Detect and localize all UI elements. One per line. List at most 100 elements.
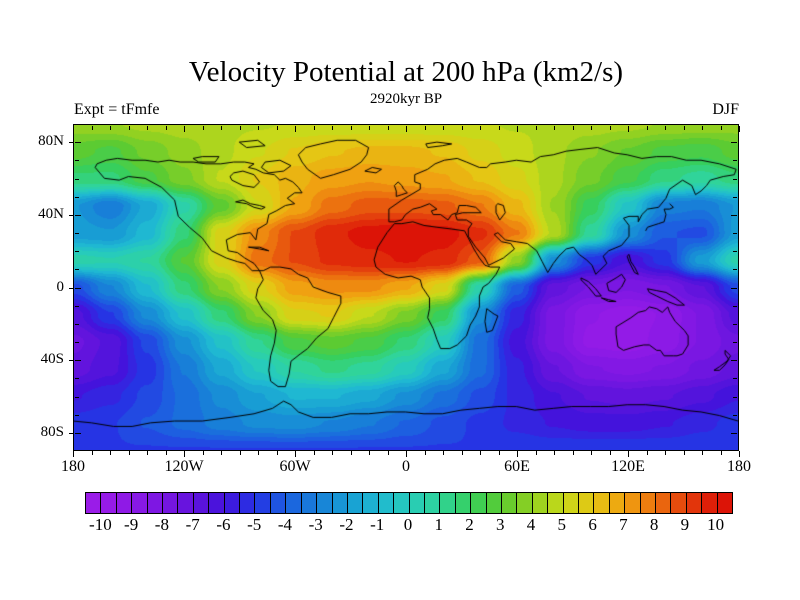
colorbar-tick-label: 9 [680,515,690,534]
tick-mark [369,451,370,455]
tick-mark [535,126,537,130]
colorbar-cell [655,493,671,513]
tick-mark [498,126,500,130]
tick-mark [165,126,167,130]
tick-mark [733,414,737,416]
tick-mark [554,451,555,455]
tick-mark [733,305,737,307]
experiment-label: Expt = tFmfe [74,101,160,118]
colorbar-tick-label: 7 [619,515,628,534]
colorbar-tick-label: 4 [526,515,536,534]
colorbar-cell [100,493,116,513]
tick-mark [480,451,481,455]
tick-mark [69,360,73,362]
plot-subtitle: 2920kyr BP [369,91,443,107]
lat-tick-label: 80S [40,423,64,440]
tick-mark [665,451,666,455]
tick-mark [733,396,737,398]
tick-mark [424,126,426,130]
colorbar-tick-label: -8 [154,515,169,534]
tick-mark [739,451,740,457]
tick-mark [75,233,79,234]
colorbar-cell [670,493,686,513]
tick-mark [69,214,73,216]
colorbar-cell [377,493,394,513]
tick-mark [665,126,666,130]
tick-mark [739,126,740,132]
tick-mark [350,451,352,455]
colorbar-cell [408,493,424,513]
colorbar-tick-label: 6 [588,515,597,534]
lon-tick-label: 120E [611,458,645,475]
colorbar-cell [423,493,440,513]
tick-mark [75,360,81,362]
colorbar-cell [223,493,240,513]
lat-tick-label: 40S [40,351,64,368]
tick-mark [202,451,204,455]
lat-tick-label: 80N [38,133,64,150]
tick-mark [731,287,737,289]
colorbar-cell [146,493,163,513]
colorbar-cell [500,493,517,513]
colorbar-cell [562,493,578,513]
tick-mark [110,126,111,130]
lon-tick-label: 60W [279,458,311,475]
colorbar-cell [239,493,255,513]
tick-mark [258,451,259,455]
tick-mark [295,451,296,457]
tick-mark [128,451,130,455]
colorbar-tick-label: 1 [434,515,444,534]
colorbar-tick-label: 10 [707,515,725,534]
colorbar-cell [393,493,409,513]
colorbar-cell [331,493,347,513]
lon-tick-label: 0 [402,458,410,475]
tick-mark [646,126,648,130]
tick-mark [73,451,74,457]
lon-tick-label: 120W [164,458,204,475]
tick-mark [461,126,463,130]
colorbar-cell [115,493,132,513]
tick-mark [733,160,737,162]
tick-mark [75,160,79,162]
colorbar-cell [254,493,270,513]
tick-mark [609,126,611,130]
colorbar-tick-label: 5 [557,515,567,534]
colorbar-tick-label: -7 [185,515,200,534]
colorbar-tick-label: -3 [308,515,323,534]
tick-mark [258,126,259,130]
colorbar-cell [624,493,640,513]
colorbar-cell [716,493,733,513]
colorbar-cell [485,493,501,513]
tick-mark [69,287,73,289]
tick-mark [702,126,703,130]
tick-mark [498,451,500,455]
tick-mark [731,360,737,362]
lat-tick-label: 0 [56,278,65,295]
tick-mark [733,269,737,271]
tick-mark [75,396,79,398]
tick-mark [276,126,278,130]
colorbar-cell [362,493,378,513]
tick-mark [517,451,518,457]
tick-mark [609,451,611,455]
tick-mark [75,142,81,144]
tick-mark [517,126,518,132]
tick-mark [75,432,81,434]
tick-mark [572,126,574,130]
tick-mark [733,196,737,198]
colorbar-tick-label: 0 [403,515,413,534]
tick-mark [443,451,444,455]
colorbar-cell [701,493,717,513]
tick-mark [75,178,79,180]
tick-mark [733,178,737,180]
colorbar-tick-label: -4 [277,515,293,534]
tick-mark [731,214,737,216]
colorbar-cell [685,493,702,513]
colorbar-cell [454,493,471,513]
tick-mark [535,451,537,455]
tick-mark [733,251,737,253]
tick-mark [239,451,241,455]
tick-mark [683,126,685,130]
tick-mark [591,126,592,130]
lat-tick-label: 40N [38,205,64,222]
